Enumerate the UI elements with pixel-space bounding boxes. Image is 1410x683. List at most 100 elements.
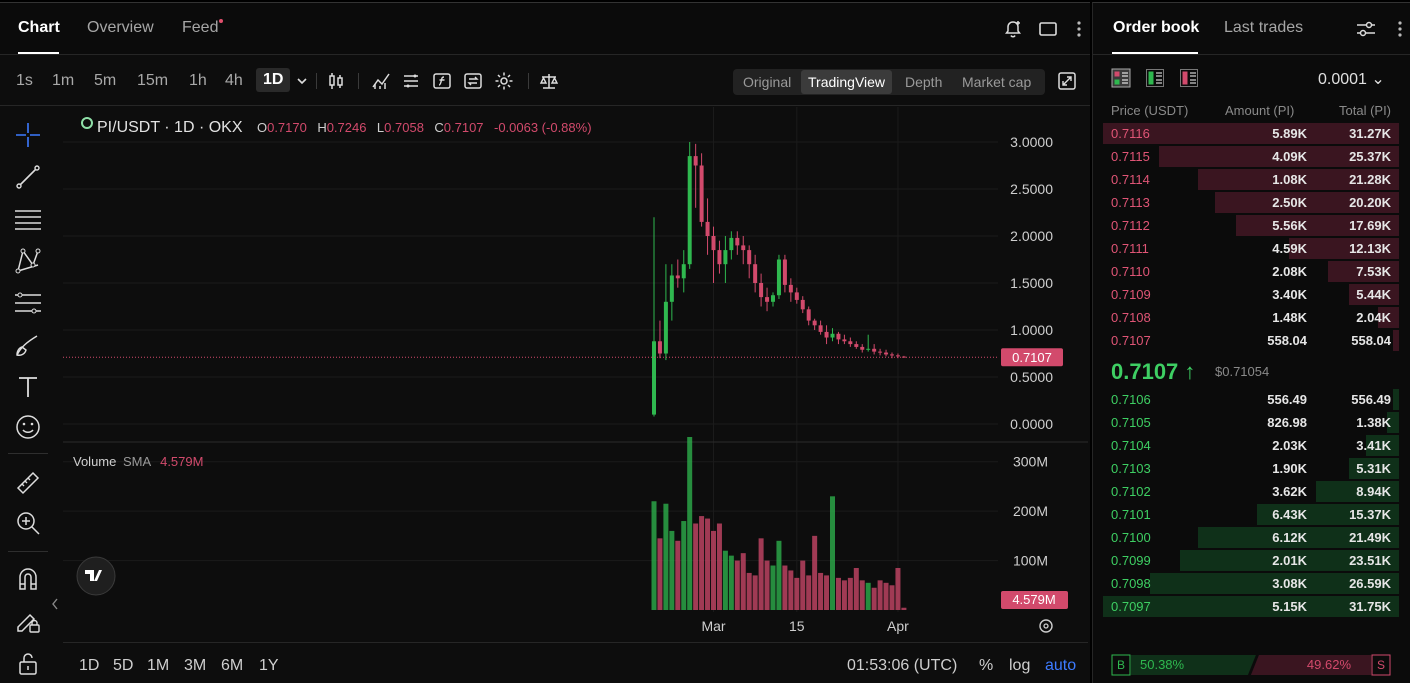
- price-chart[interactable]: 3.0000 2.5000 2.0000 1.5000 1.0000 0.5000 0.00…: [63, 107, 1088, 642]
- view-depth[interactable]: Depth: [905, 74, 943, 90]
- emoji-icon[interactable]: [14, 413, 42, 441]
- chart-settings-icon[interactable]: [1039, 619, 1053, 633]
- row-price: 0.7109: [1111, 287, 1151, 302]
- row-price: 0.7104: [1111, 438, 1151, 453]
- log-toggle[interactable]: log: [1009, 657, 1031, 674]
- tab-feed[interactable]: Feed: [182, 19, 219, 36]
- depth-bar: [1215, 192, 1399, 213]
- fib-levels-icon[interactable]: [14, 289, 42, 317]
- ask-row[interactable]: 0.7114 1.08K 21.28K: [1103, 169, 1399, 190]
- indicators-icon[interactable]: [371, 71, 391, 91]
- tab-order-book[interactable]: Order book: [1113, 19, 1200, 36]
- magnet-icon[interactable]: [14, 565, 42, 593]
- volume-bar: [681, 521, 687, 610]
- active-tab-indicator: [18, 52, 59, 54]
- row-price: 0.7110: [1111, 264, 1150, 279]
- ask-row[interactable]: 0.7111 4.59K 12.13K: [1103, 238, 1399, 259]
- more-vertical-icon[interactable]: [1072, 19, 1086, 39]
- candle-body: [747, 250, 752, 265]
- bid-row[interactable]: 0.7104 2.03K 3.41K: [1103, 435, 1399, 456]
- timeframe-1s[interactable]: 1s: [16, 72, 33, 89]
- bid-row[interactable]: 0.7103 1.90K 5.31K: [1103, 458, 1399, 479]
- bid-row[interactable]: 0.7105 826.98 1.38K: [1103, 412, 1399, 433]
- timeframe-15m[interactable]: 15m: [137, 72, 169, 89]
- range-3m[interactable]: 3M: [184, 657, 207, 674]
- bid-row[interactable]: 0.7099 2.01K 23.51K: [1103, 550, 1399, 571]
- ask-row[interactable]: 0.7115 4.09K 25.37K: [1103, 146, 1399, 167]
- both-sides-icon[interactable]: [1111, 68, 1131, 88]
- percent-toggle[interactable]: %: [979, 657, 994, 674]
- timeframe-1d[interactable]: 1D: [256, 68, 291, 92]
- list-lines-icon[interactable]: [401, 71, 421, 91]
- zoom-in-icon[interactable]: [14, 509, 42, 537]
- timeframe-1h[interactable]: 1h: [189, 72, 207, 89]
- tab-chart[interactable]: Chart: [18, 19, 60, 36]
- candles-icon[interactable]: [326, 71, 346, 91]
- view-tradingview[interactable]: TradingView: [801, 70, 893, 94]
- bid-row[interactable]: 0.7101 6.43K 15.37K: [1103, 504, 1399, 525]
- pattern-icon[interactable]: [14, 247, 42, 275]
- row-price: 0.7112: [1111, 218, 1150, 233]
- volume-tag: [1001, 591, 1068, 609]
- price-tick-label: 0.0000: [1010, 416, 1053, 432]
- sliders-icon[interactable]: [1355, 19, 1377, 39]
- tradingview-logo[interactable]: [76, 556, 116, 596]
- bid-row[interactable]: 0.7106 556.49 556.49: [1103, 389, 1399, 410]
- candle-body: [788, 284, 793, 293]
- candle-body: [818, 325, 823, 332]
- range-1d[interactable]: 1D: [79, 657, 100, 674]
- volume-bar: [841, 580, 847, 610]
- tab-last-trades[interactable]: Last trades: [1224, 19, 1304, 36]
- row-price: 0.7105: [1111, 415, 1151, 430]
- view-original[interactable]: Original: [743, 74, 792, 90]
- timeframe-1m[interactable]: 1m: [52, 72, 75, 89]
- window-icon[interactable]: [1038, 19, 1058, 39]
- lock-drawing-icon[interactable]: [14, 607, 42, 635]
- chevron-down-icon[interactable]: [295, 71, 309, 91]
- brush-icon[interactable]: [14, 331, 42, 359]
- range-5d[interactable]: 5D: [113, 657, 134, 674]
- bids-only-icon[interactable]: [1145, 68, 1165, 88]
- tab-overview[interactable]: Overview: [87, 19, 154, 36]
- candle-body: [854, 344, 859, 347]
- range-1m[interactable]: 1M: [147, 657, 170, 674]
- precision-select[interactable]: 0.0001 ⌄: [1318, 69, 1385, 89]
- ask-row[interactable]: 0.7109 3.40K 5.44K: [1103, 284, 1399, 305]
- timeframe-5m[interactable]: 5m: [94, 72, 117, 89]
- unlock-icon[interactable]: [14, 649, 42, 677]
- ask-row[interactable]: 0.7116 5.89K 31.27K: [1103, 123, 1399, 144]
- collapse-tools-icon[interactable]: [51, 597, 59, 611]
- range-6m[interactable]: 6M: [221, 657, 244, 674]
- ask-row[interactable]: 0.7113 2.50K 20.20K: [1103, 192, 1399, 213]
- formula-icon[interactable]: [432, 71, 452, 91]
- alert-add-icon[interactable]: [1003, 19, 1023, 39]
- bid-row[interactable]: 0.7102 3.62K 8.94K: [1103, 481, 1399, 502]
- compare-icon[interactable]: [463, 71, 483, 91]
- text-tool-icon[interactable]: [14, 373, 42, 401]
- ask-row[interactable]: 0.7108 1.48K 2.04K: [1103, 307, 1399, 328]
- volume-tick-label: 300M: [1013, 454, 1048, 470]
- candle-body: [675, 275, 680, 279]
- crosshair-icon[interactable]: [14, 121, 42, 149]
- utc-clock[interactable]: 01:53:06 (UTC): [847, 657, 958, 674]
- horizontal-lines-icon[interactable]: [14, 205, 42, 233]
- gear-icon[interactable]: [494, 71, 514, 91]
- chart-panel: Chart Overview Feed 1s 1m 5m 15m 1h 4h: [0, 2, 1090, 683]
- timeframe-4h[interactable]: 4h: [225, 72, 243, 89]
- range-1y[interactable]: 1Y: [259, 657, 279, 674]
- ask-row[interactable]: 0.7110 2.08K 7.53K: [1103, 261, 1399, 282]
- asks-only-icon[interactable]: [1179, 68, 1199, 88]
- ask-row[interactable]: 0.7112 5.56K 17.69K: [1103, 215, 1399, 236]
- view-market-cap[interactable]: Market cap: [962, 74, 1032, 90]
- ask-row[interactable]: 0.7107 558.04 558.04: [1103, 330, 1399, 351]
- volume-bar: [669, 530, 675, 610]
- bid-row[interactable]: 0.7097 5.15K 31.75K: [1103, 596, 1399, 617]
- bid-row[interactable]: 0.7098 3.08K 26.59K: [1103, 573, 1399, 594]
- more-vertical-icon[interactable]: [1393, 19, 1407, 39]
- balance-scale-icon[interactable]: [539, 71, 559, 91]
- ruler-icon[interactable]: [14, 469, 42, 497]
- auto-toggle[interactable]: auto: [1045, 657, 1077, 674]
- fullscreen-icon[interactable]: [1057, 71, 1077, 91]
- trend-line-icon[interactable]: [14, 163, 42, 191]
- bid-row[interactable]: 0.7100 6.12K 21.49K: [1103, 527, 1399, 548]
